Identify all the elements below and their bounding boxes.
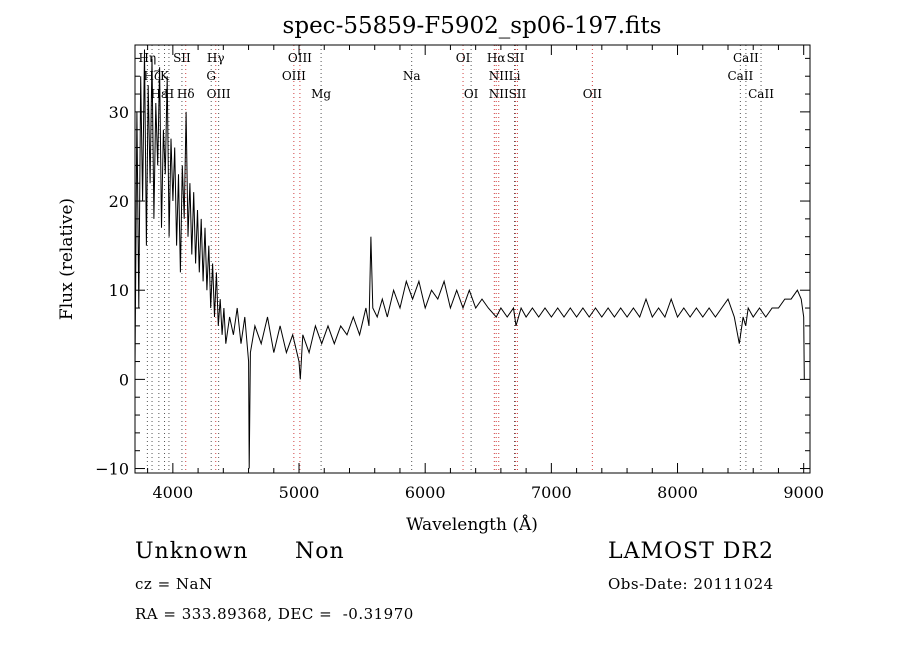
spectral-line-label: Hγ	[207, 51, 225, 65]
x-tick-label: 6000	[405, 483, 446, 502]
x-tick-label: 8000	[657, 483, 698, 502]
spectral-line-label: CaII	[733, 51, 759, 65]
spectral-line-label: G	[206, 69, 216, 83]
y-tick-label: 30	[109, 103, 129, 122]
survey-name: LAMOST DR2	[608, 539, 774, 564]
x-axis-ticks: 4000 5000 6000 7000 8000 9000	[147, 45, 824, 502]
spectral-line-label: OI	[464, 87, 479, 101]
spectral-line-label: Hα	[487, 51, 506, 65]
x-tick-label: 4000	[152, 483, 193, 502]
spectral-line-label: SII	[509, 87, 527, 101]
y-tick-label: 0	[119, 370, 129, 389]
spectral-line-label: OI	[456, 51, 471, 65]
chart-title: spec-55859-F5902_sp06-197.fits	[283, 13, 662, 39]
object-class: Unknown	[135, 539, 249, 564]
y-axis-label: Flux (relative)	[57, 198, 77, 320]
sky-coordinates: RA = 333.89368, DEC = -0.31970	[135, 605, 414, 623]
x-tick-label: 9000	[783, 483, 824, 502]
spectral-line-label: Mg	[311, 87, 331, 101]
spectral-line-label: SII	[507, 51, 525, 65]
spectrum-trace	[134, 49, 805, 469]
spectral-line-label: SII	[173, 51, 191, 65]
x-tick-label: 5000	[279, 483, 320, 502]
y-tick-label: 20	[109, 192, 129, 211]
spectral-line-label: NII	[489, 87, 509, 101]
spectral-line-label: NII	[489, 69, 509, 83]
spectral-line-label: Hδ	[177, 87, 195, 101]
spectral-line-label: CaII	[748, 87, 774, 101]
x-tick-label: 7000	[531, 483, 572, 502]
spectral-line-label: OIII	[282, 69, 306, 83]
spectral-line-label: Li	[509, 69, 521, 83]
y-tick-label: 10	[109, 281, 129, 300]
spectral-line-label: Hη	[139, 51, 157, 65]
observation-date: Obs-Date: 20111024	[608, 575, 774, 593]
spectral-line-markers	[146, 45, 762, 473]
plot-frame	[134, 44, 811, 474]
spectral-line-label: K	[160, 69, 170, 83]
spectral-line-label: CaII	[727, 69, 753, 83]
redshift-value: cz = NaN	[135, 575, 213, 593]
spectral-line-label: OIII	[288, 51, 312, 65]
spectral-line-label: OII	[583, 87, 603, 101]
spectral-line-label: H	[164, 87, 174, 101]
x-axis-label: Wavelength (Å)	[406, 514, 538, 535]
y-tick-label: −10	[95, 460, 129, 479]
spectral-line-label: OIII	[207, 87, 231, 101]
y-axis-ticks: −10 0 10 20 30	[95, 57, 810, 479]
object-subclass: Non	[295, 539, 345, 564]
spectral-line-label: Na	[403, 69, 421, 83]
